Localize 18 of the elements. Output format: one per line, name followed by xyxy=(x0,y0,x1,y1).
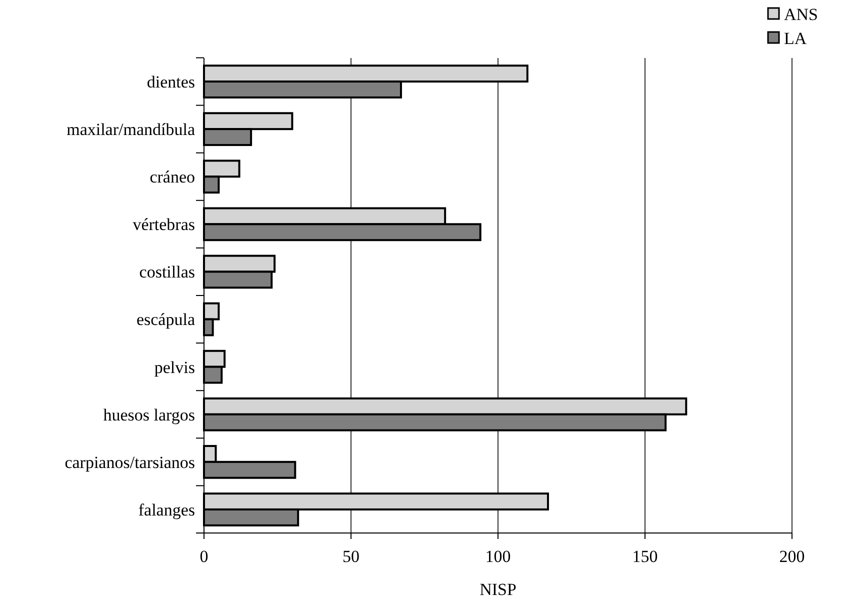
legend-label: ANS xyxy=(784,4,818,24)
y-tick-label: pelvis xyxy=(154,358,195,377)
y-tick-label: vértebras xyxy=(132,215,195,234)
x-axis-title: NISP xyxy=(480,580,516,599)
y-tick-label: huesos largos xyxy=(103,405,195,424)
y-tick-label: falanges xyxy=(138,500,195,520)
legend-label: LA xyxy=(784,28,808,48)
y-tick-label: carpianos/tarsianos xyxy=(64,452,195,472)
x-tick-label: 100 xyxy=(485,547,511,566)
x-tick-label: 50 xyxy=(342,547,360,566)
x-tick-label: 150 xyxy=(632,547,658,566)
y-tick-label: cráneo xyxy=(150,168,195,187)
x-tick-label: 0 xyxy=(200,547,208,566)
y-tick-label: costillas xyxy=(139,262,195,282)
y-tick-label: maxilar/mandíbula xyxy=(66,120,196,140)
y-tick-label: dientes xyxy=(146,72,195,92)
y-tick-label: escápula xyxy=(136,310,196,330)
x-tick-label: 200 xyxy=(779,547,805,566)
